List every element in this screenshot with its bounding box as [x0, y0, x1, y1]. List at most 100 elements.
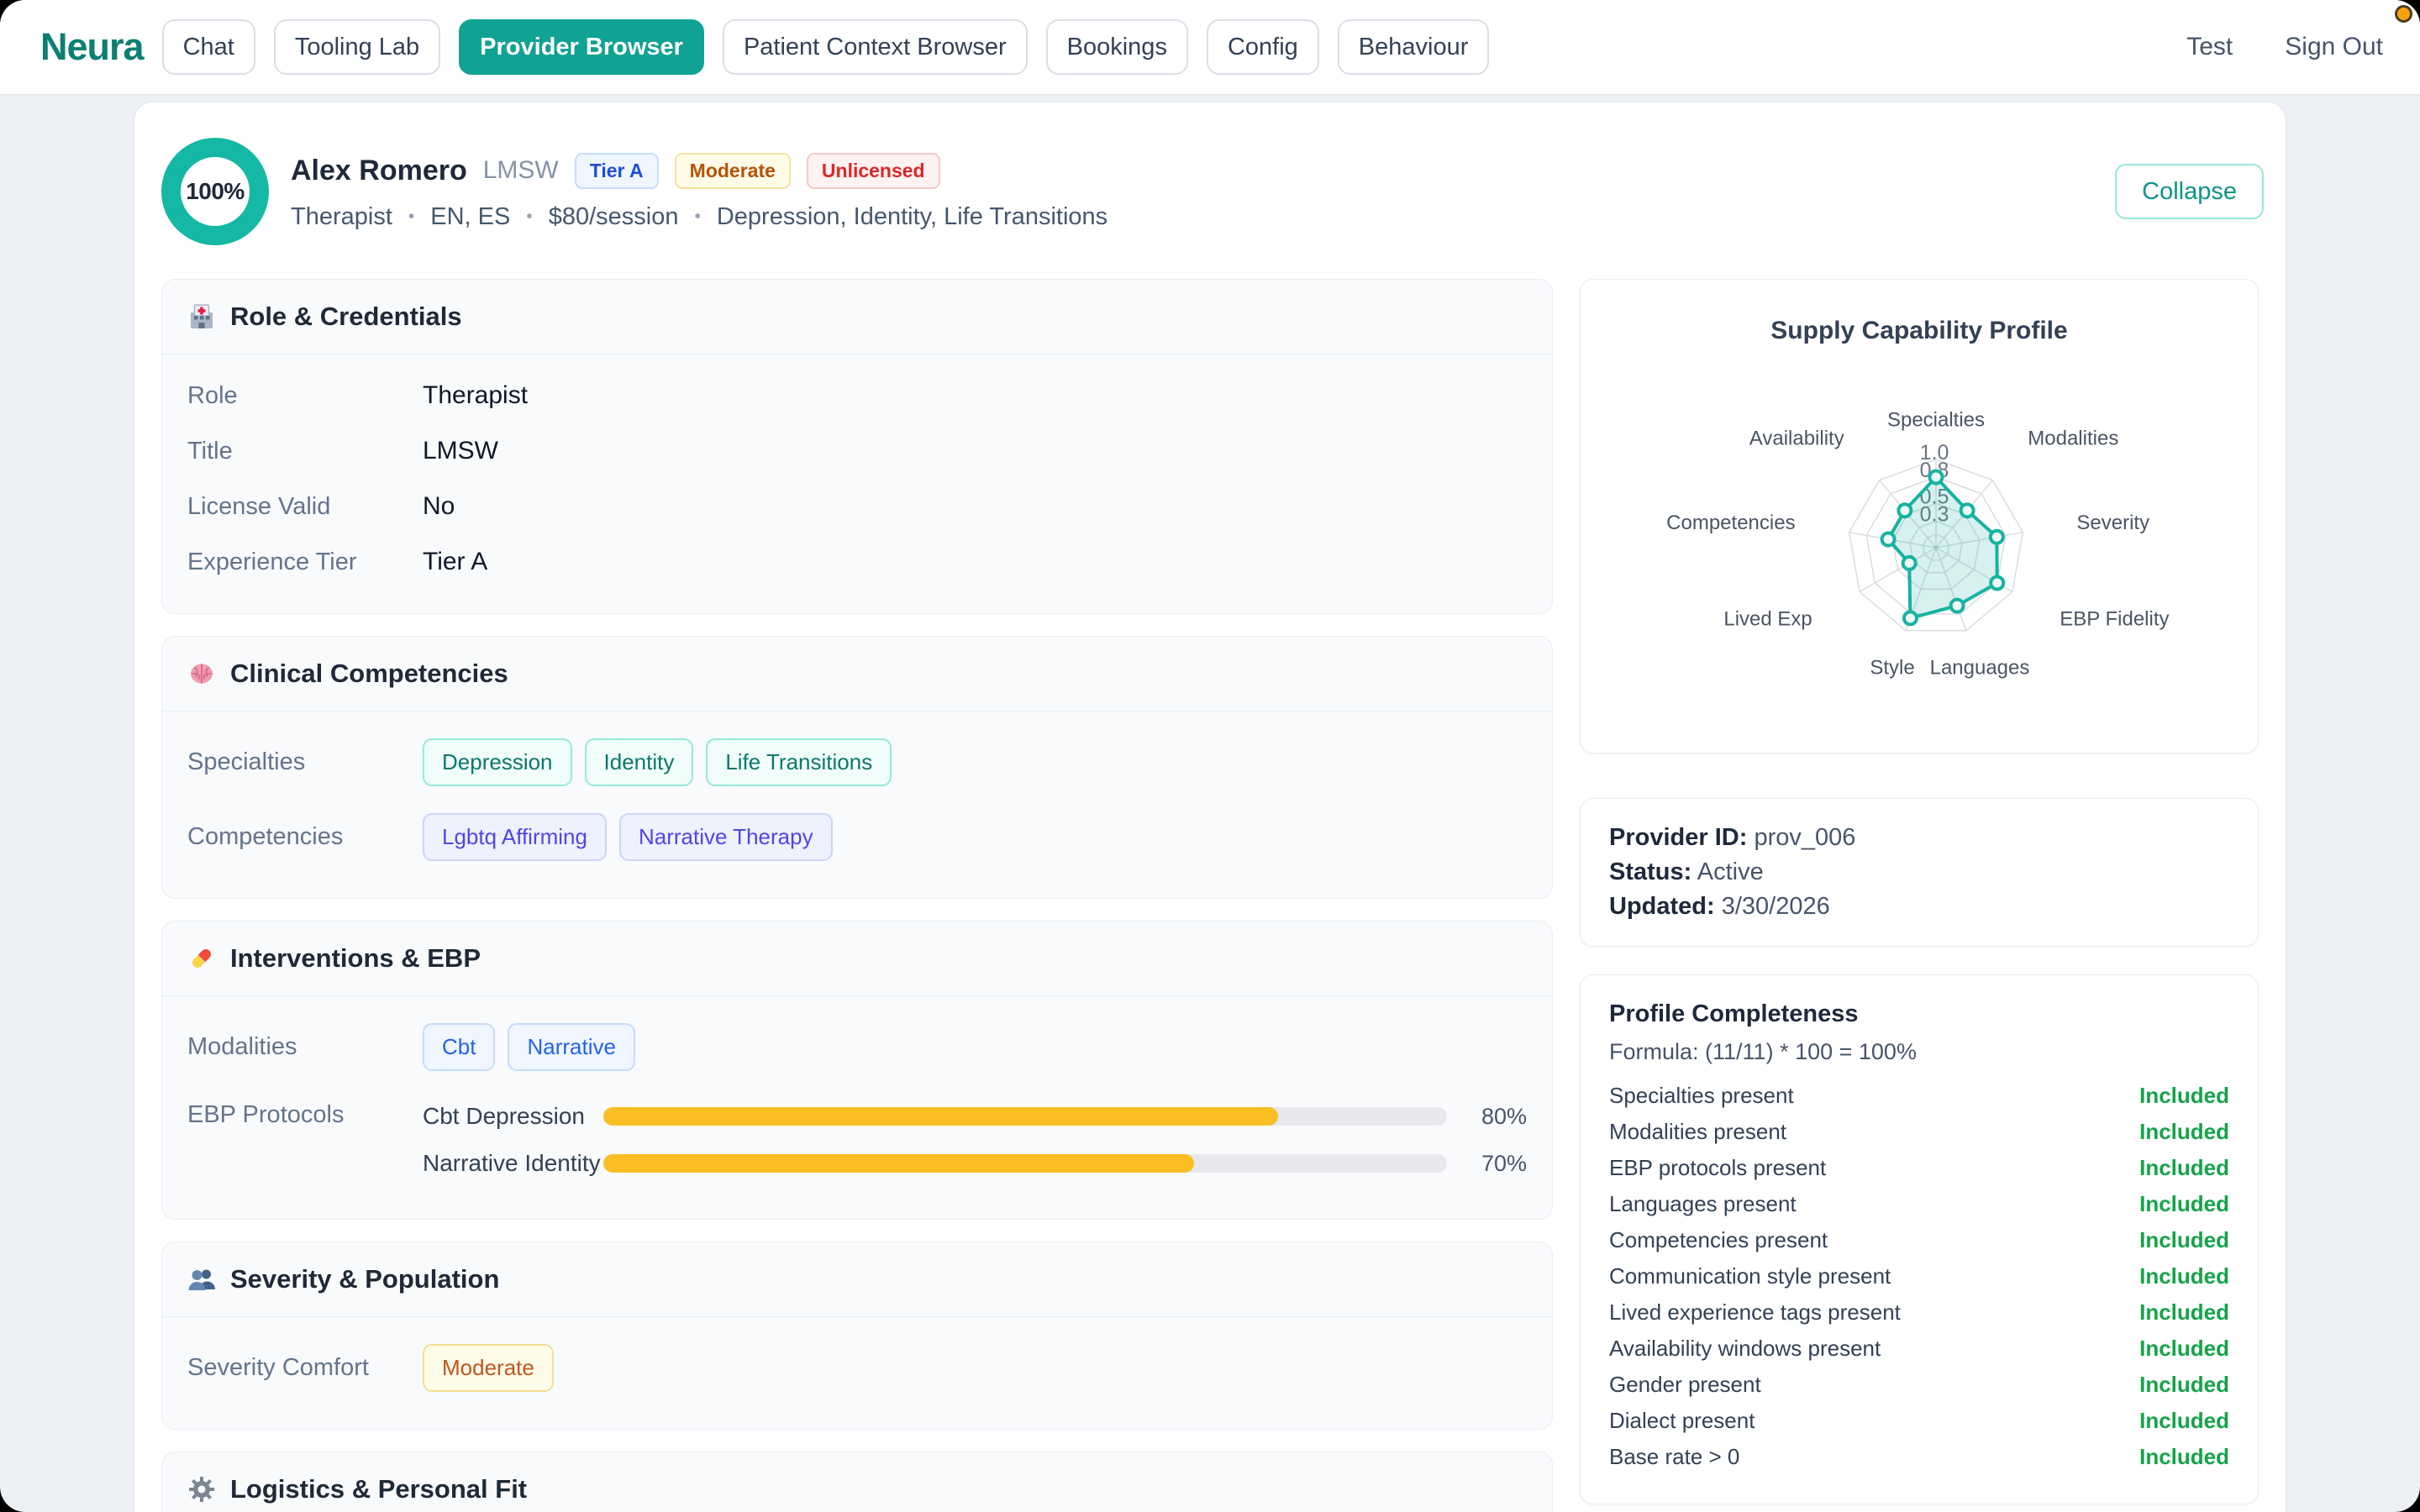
status-value: Active: [1697, 858, 1764, 885]
completeness-row: Dialect present Included: [1609, 1403, 2229, 1439]
field-row: Experience Tier Tier A: [187, 534, 1527, 590]
svg-text:1.0: 1.0: [1920, 441, 1949, 465]
field-label: Role: [187, 381, 238, 409]
role-credentials-section: Role & Credentials Role Therapist Title …: [161, 279, 1553, 614]
logistics-title: Logistics & Personal Fit: [230, 1474, 528, 1504]
ebp-protocol-name: Cbt Depression: [423, 1103, 585, 1129]
radar-chart-title: Supply Capability Profile: [1770, 317, 2068, 344]
tier-badge: Tier A: [574, 152, 659, 189]
completeness-row-status: Included: [2139, 1408, 2229, 1433]
logistics-section: Logistics & Personal Fit Languages EN, E…: [161, 1452, 1553, 1512]
completeness-row-status: Included: [2139, 1263, 2229, 1289]
tab-behaviour[interactable]: Behaviour: [1337, 19, 1490, 75]
interventions-ebp-section: Interventions & EBP Modalities Cbt Narra…: [161, 921, 1553, 1220]
dot-separator-icon: •: [408, 207, 415, 226]
provider-id-label: Provider ID:: [1609, 824, 1748, 851]
role-credentials-header: Role & Credentials: [162, 280, 1552, 354]
provider-detail-card: 100% Alex Romero LMSW Tier A Moderate Un…: [134, 102, 2286, 1512]
field-value: No: [423, 492, 455, 520]
left-column: Role & Credentials Role Therapist Title …: [161, 279, 1553, 1512]
interventions-ebp-body: Modalities Cbt Narrative EBP Protocols: [162, 996, 1552, 1219]
field-label: EBP Protocols: [187, 1101, 345, 1128]
status-line: Status: Active: [1609, 855, 2229, 890]
dot-separator-icon: •: [694, 207, 701, 226]
svg-text:Lived Exp: Lived Exp: [1723, 608, 1812, 631]
people-icon: [188, 1269, 215, 1290]
brain-icon: [191, 664, 213, 684]
completeness-row-status: Included: [2139, 1155, 2229, 1180]
svg-text:Severity: Severity: [2076, 512, 2149, 534]
completeness-row-label: Availability windows present: [1609, 1336, 1881, 1361]
match-percentage-ring: 100%: [161, 138, 269, 245]
logistics-header: Logistics & Personal Fit: [162, 1452, 1552, 1512]
radar-chart: 0.30.50.81.0SpecialtiesModalitiesSeverit…: [1666, 409, 2169, 680]
completeness-row: Specialties present Included: [1609, 1078, 2229, 1114]
provider-header: 100% Alex Romero LMSW Tier A Moderate Un…: [134, 102, 2286, 279]
svg-text:Modalities: Modalities: [2028, 427, 2118, 449]
ebp-protocol-percent: 80%: [1481, 1103, 1527, 1129]
completeness-row-label: Lived experience tags present: [1609, 1299, 1901, 1325]
svg-text:Availability: Availability: [1749, 427, 1844, 449]
field-label: Severity Comfort: [187, 1354, 369, 1381]
modality-chips: Cbt Narrative: [423, 1023, 635, 1071]
tab-patient-context-browser[interactable]: Patient Context Browser: [722, 19, 1028, 75]
progress-bar-track: [603, 1154, 1447, 1173]
meta-role: Therapist: [291, 202, 392, 230]
provider-name: Alex Romero: [291, 154, 467, 186]
progress-bar-fill: [603, 1107, 1279, 1126]
completeness-row: Languages present Included: [1609, 1186, 2229, 1222]
detail-content: Role & Credentials Role Therapist Title …: [134, 279, 2286, 1512]
completeness-row-label: Dialect present: [1609, 1408, 1755, 1433]
completeness-row: Competencies present Included: [1609, 1222, 2229, 1258]
severity-population-body: Severity Comfort Moderate: [162, 1317, 1552, 1429]
field-row: EBP Protocols Cbt Depression 80%: [187, 1084, 1527, 1195]
supply-capability-card: Supply Capability Profile 0.30.50.81.0Sp…: [1580, 279, 2259, 753]
field-label: Modalities: [187, 1033, 297, 1060]
completeness-row-label: Modalities present: [1609, 1119, 1786, 1144]
provider-info-card: Provider ID: prov_006 Status: Active Upd…: [1580, 798, 2259, 947]
severity-comfort-chip: Moderate: [423, 1344, 554, 1392]
completeness-row-label: Communication style present: [1609, 1263, 1891, 1289]
completeness-row: EBP protocols present Included: [1609, 1150, 2229, 1186]
field-row: Competencies Lgbtq Affirming Narrative T…: [187, 800, 1527, 874]
test-link[interactable]: Test: [2186, 33, 2233, 60]
recording-indicator-dot: [2395, 5, 2412, 23]
field-row: Specialties Depression Identity Life Tra…: [187, 725, 1527, 800]
clinical-competencies-body: Specialties Depression Identity Life Tra…: [162, 711, 1552, 898]
completeness-row-status: Included: [2139, 1336, 2229, 1361]
interventions-ebp-header: Interventions & EBP: [162, 921, 1552, 996]
provider-meta-row: Therapist • EN, ES • $80/session • Depre…: [291, 203, 1107, 231]
sign-out-link[interactable]: Sign Out: [2285, 33, 2383, 60]
clinical-competencies-header: Clinical Competencies: [162, 637, 1552, 711]
tab-provider-browser[interactable]: Provider Browser: [459, 19, 704, 75]
provider-id-value: prov_006: [1754, 824, 1856, 851]
match-percentage-value: 100%: [186, 178, 245, 204]
updated-value: 3/30/2026: [1721, 893, 1830, 920]
completeness-row: Communication style present Included: [1609, 1258, 2229, 1294]
completeness-row-label: Competencies present: [1609, 1227, 1828, 1252]
field-label: Experience Tier: [187, 548, 357, 575]
tab-tooling-lab[interactable]: Tooling Lab: [273, 19, 441, 75]
gear-icon: [189, 1477, 214, 1502]
tab-chat[interactable]: Chat: [161, 19, 255, 75]
tab-config[interactable]: Config: [1206, 19, 1319, 75]
field-value: Therapist: [423, 381, 529, 409]
competency-chip: Lgbtq Affirming: [423, 813, 607, 861]
meta-languages: EN, ES: [430, 202, 511, 230]
license-badge: Unlicensed: [806, 152, 940, 189]
completeness-row-label: EBP protocols present: [1609, 1155, 1827, 1180]
profile-completeness-card: Profile Completeness Formula: (11/11) * …: [1580, 974, 2259, 1504]
completeness-row: Gender present Included: [1609, 1367, 2229, 1403]
severity-badge: Moderate: [674, 152, 791, 189]
tab-bookings[interactable]: Bookings: [1045, 19, 1188, 75]
completeness-row-label: Base rate > 0: [1609, 1444, 1740, 1469]
completeness-row-status: Included: [2139, 1299, 2229, 1325]
competency-chip: Narrative Therapy: [618, 813, 833, 861]
pill-icon: [192, 949, 211, 968]
collapse-button[interactable]: Collapse: [2115, 164, 2264, 219]
field-row: Severity Comfort Moderate: [187, 1331, 1527, 1405]
field-label: Competencies: [187, 823, 344, 850]
completeness-row: Modalities present Included: [1609, 1114, 2229, 1150]
completeness-row-status: Included: [2139, 1372, 2229, 1397]
severity-population-title: Severity & Population: [230, 1264, 500, 1294]
